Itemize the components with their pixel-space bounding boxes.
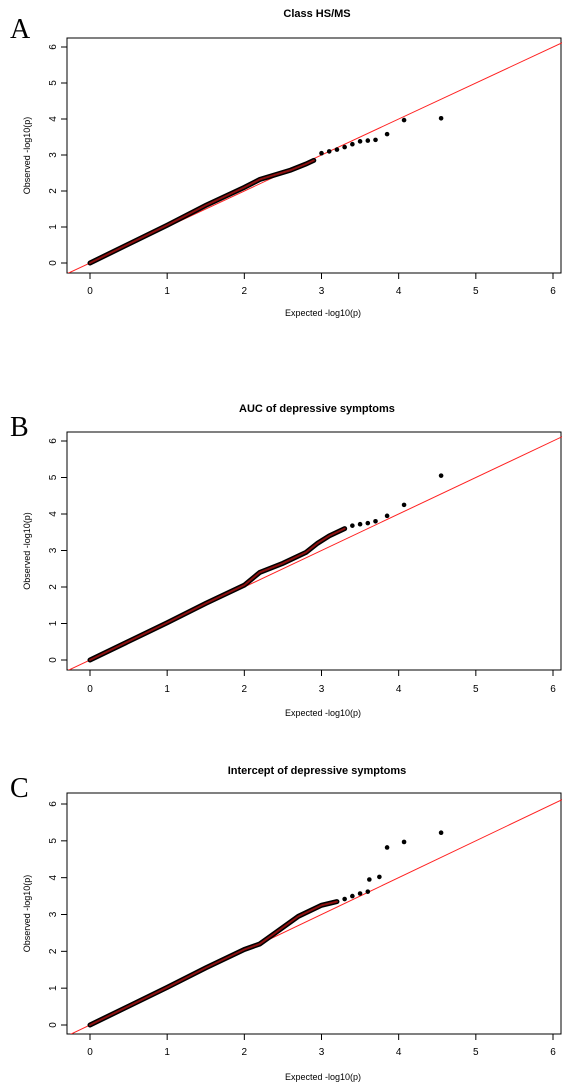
point-band (87, 526, 348, 663)
panel-letter: B (10, 412, 29, 443)
y-tick-label: 6 (48, 44, 59, 50)
y-tick-label: 1 (48, 224, 59, 230)
panel-letter: C (10, 773, 29, 804)
x-tick-label: 1 (164, 684, 170, 695)
point-band-overlay (89, 527, 346, 661)
data-point (401, 502, 407, 508)
data-point (350, 893, 355, 899)
y-tick-label: 3 (48, 547, 59, 553)
data-point (357, 521, 363, 527)
qq-panel-a: A Class HS/MS 0 1 2 3 4 5 6 0 1 2 3 4 5 6 Expected -log1… (10, 8, 562, 318)
data-point (326, 149, 332, 154)
x-axis-label: Expected -log10(p) (285, 308, 361, 318)
y-tick-label: 2 (48, 948, 59, 954)
y-axis-label: Observed -log10(p) (22, 512, 32, 590)
data-point (384, 513, 390, 519)
qq-panel-b: B AUC of depressive symptoms 0 1 2 3 4 5 6 0 1 2 3 4 5… (10, 403, 562, 718)
data-point (438, 830, 444, 836)
data-point (357, 891, 363, 896)
x-tick-label: 2 (242, 1047, 248, 1058)
data-point (367, 877, 372, 882)
y-tick-label: 5 (48, 838, 59, 844)
data-point (365, 138, 371, 143)
y-tick-label: 0 (48, 1022, 59, 1028)
plot-frame (66, 792, 562, 1035)
x-tick-label: 2 (242, 286, 248, 297)
x-tick-label: 4 (396, 1047, 402, 1058)
y-tick-label: 2 (48, 188, 59, 194)
x-tick-label: 5 (473, 684, 479, 695)
chart-title: Class HS/MS (283, 8, 350, 20)
data-point (334, 147, 340, 152)
y-tick-label: 6 (48, 438, 59, 444)
x-tick-label: 5 (473, 1047, 479, 1058)
data-point (438, 115, 444, 121)
y-tick-label: 4 (48, 116, 59, 122)
data-point (401, 839, 407, 845)
qq-panel-c: C Intercept of depressive symptoms 0 1 2 3 4 5 6… (10, 765, 562, 1082)
x-tick-label: 6 (550, 286, 556, 297)
x-tick-label: 1 (164, 1047, 170, 1058)
x-tick-label: 1 (164, 286, 170, 297)
x-tick-label: 6 (550, 684, 556, 695)
x-tick-label: 2 (242, 684, 248, 695)
x-tick-label: 0 (87, 286, 93, 297)
x-axis-label: Expected -log10(p) (285, 708, 361, 718)
y-tick-label: 3 (48, 911, 59, 917)
y-axis-label: Observed -log10(p) (22, 117, 32, 195)
x-axis-label: Expected -log10(p) (285, 1072, 361, 1082)
y-tick-label: 0 (48, 260, 59, 266)
data-point (350, 141, 355, 147)
x-tick-label: 3 (319, 684, 325, 695)
y-tick-label: 6 (48, 801, 59, 807)
point-band-overlay (89, 159, 315, 264)
y-tick-label: 4 (48, 511, 59, 517)
x-tick-label: 3 (319, 286, 325, 297)
data-point (342, 144, 347, 150)
data-point (357, 139, 363, 144)
data-point (373, 137, 378, 143)
point-band-overlay (89, 900, 338, 1026)
data-point (365, 520, 371, 526)
chart-title: Intercept of depressive symptoms (228, 765, 407, 777)
data-point (365, 889, 371, 894)
data-point (438, 473, 444, 478)
y-tick-label: 2 (48, 584, 59, 590)
chart-title: AUC of depressive symptoms (239, 403, 395, 415)
data-point (384, 131, 390, 137)
y-tick-label: 5 (48, 80, 59, 86)
x-tick-label: 0 (87, 684, 93, 695)
y-tick-label: 4 (48, 874, 59, 880)
data-point (384, 845, 390, 850)
y-tick-label: 3 (48, 152, 59, 158)
x-tick-label: 4 (396, 286, 402, 297)
panel-letter: A (10, 14, 31, 45)
x-tick-label: 3 (319, 1047, 325, 1058)
data-point (401, 117, 407, 123)
data-point (377, 874, 382, 880)
y-tick-label: 5 (48, 474, 59, 480)
x-tick-label: 4 (396, 684, 402, 695)
y-tick-label: 1 (48, 620, 59, 626)
data-point (350, 523, 355, 528)
data-point (342, 896, 347, 902)
x-tick-label: 6 (550, 1047, 556, 1058)
x-tick-label: 0 (87, 1047, 93, 1058)
x-tick-label: 5 (473, 286, 479, 297)
y-tick-label: 0 (48, 657, 59, 663)
data-point (319, 150, 324, 156)
y-axis-label: Observed -log10(p) (22, 875, 32, 953)
y-tick-label: 1 (48, 985, 59, 991)
data-point (373, 519, 378, 524)
